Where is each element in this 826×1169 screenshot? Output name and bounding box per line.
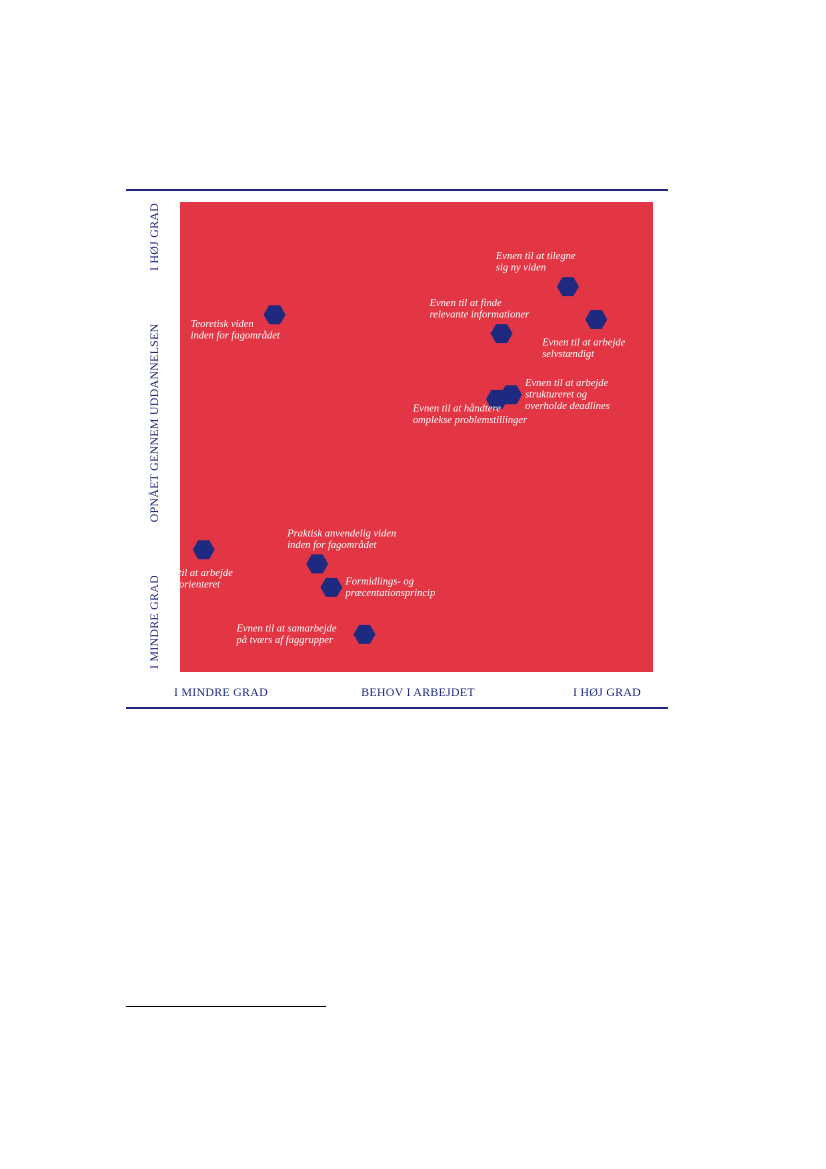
data-point-label-line: præcentationsprincip: [344, 588, 435, 599]
data-point-label-line: på tværs af faggrupper: [236, 635, 334, 646]
data-point-label: Evnen til at arbejde struktureret og overh…: [524, 378, 610, 412]
data-point-label-line: relevante informationer: [430, 310, 531, 321]
data-point-label-line: struktureret og: [525, 390, 587, 401]
data-point-label: Evnen til at finde relevante informatione…: [429, 298, 531, 321]
bottom-rule: [126, 707, 668, 709]
data-point-label: Evnen til at samarbejde på tværs af faggr…: [236, 624, 337, 647]
data-point-label: Evnen til at tilegne sig ny viden: [495, 251, 576, 274]
data-point-label: Evnen til at arbejde selvstændigt: [541, 338, 625, 361]
data-point-marker: [556, 277, 579, 297]
data-point-label-line: Evnen til at samarbejde: [236, 624, 337, 635]
footnote-rule: [126, 1006, 326, 1007]
data-point-label-line: omplekse problemstillinger: [413, 415, 528, 426]
data-point-label-line: Teoretisk viden: [191, 319, 254, 330]
data-point-label-line: selvstændigt: [542, 349, 595, 360]
data-point-label-line: inden for fagområdet: [287, 540, 377, 551]
y-axis-title: OPNÅET GENNEM UDDANNELSEN: [147, 323, 161, 522]
data-point-label-line: Evnen til at håndtere: [412, 403, 501, 414]
top-rule: [126, 189, 668, 191]
y-tick-low: I MINDRE GRAD: [147, 575, 161, 669]
data-point-label-line: Evnen til at arbejde: [541, 338, 625, 349]
data-point-marker: [320, 577, 343, 597]
data-point-label-line: Evnen til at arbejde: [149, 568, 233, 579]
data-point-label-line: sig ny viden: [496, 263, 546, 274]
data-point-marker: [585, 310, 608, 329]
data-point-marker: [306, 554, 329, 574]
data-point-label-line: overholde deadlines: [525, 401, 610, 412]
data-point-label: Praktisk anvendelig viden inden for fagom…: [286, 528, 396, 551]
data-point-label-line: Formidlings- og: [344, 577, 414, 588]
x-tick-low: I MINDRE GRAD: [174, 685, 268, 699]
data-point-label-line: Evnen til at arbejde: [524, 378, 608, 389]
data-point-label-line: projektorienteret: [149, 579, 221, 590]
data-point-label: Evnen til at håndtere omplekse problemsti…: [412, 403, 528, 426]
data-point-label-line: Evnen til at tilegne: [495, 251, 576, 262]
data-point-label: Formidlings- og præcentationsprincip: [344, 577, 435, 600]
data-point-label-line: Evnen til at finde: [429, 298, 502, 309]
data-point-marker: [485, 389, 508, 409]
data-point-label-line: Praktisk anvendelig viden: [286, 528, 396, 539]
data-point-label: Teoretisk viden inden for fagområdet: [191, 319, 281, 342]
data-point-marker: [490, 324, 513, 344]
y-tick-high: I HØJ GRAD: [147, 203, 161, 271]
data-point-marker: [192, 540, 215, 560]
data-point-label: Evnen til at arbejde projektorienteret: [149, 568, 233, 591]
data-point-marker: [263, 305, 286, 325]
x-tick-high: I HØJ GRAD: [573, 685, 641, 699]
data-point-marker: [353, 624, 376, 644]
x-axis-title: BEHOV I ARBEJDET: [361, 685, 475, 699]
data-point-label-line: inden for fagområdet: [191, 330, 281, 341]
